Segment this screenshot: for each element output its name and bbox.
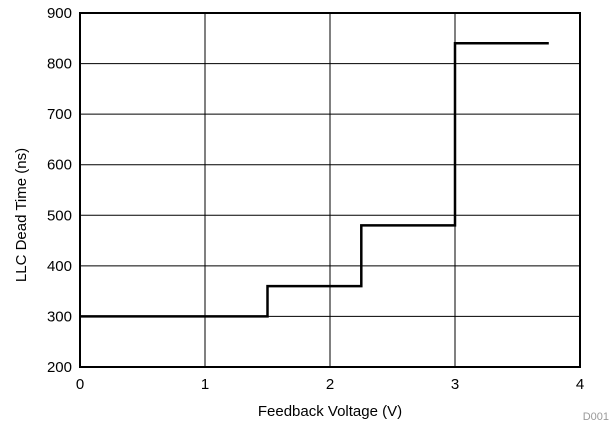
x-axis-title: Feedback Voltage (V): [258, 403, 402, 420]
y-axis-title: LLC Dead Time (ns): [13, 148, 30, 282]
grid-lines: [80, 13, 580, 367]
series-line-0: [80, 42, 549, 318]
figure-id-label: D001: [583, 411, 609, 423]
x-tick-label-0: 0: [76, 376, 84, 393]
x-tick-label-3: 3: [451, 376, 459, 393]
y-tick-label-6: 800: [47, 56, 72, 73]
y-tick-label-1: 300: [47, 308, 72, 325]
x-tick-label-2: 2: [326, 376, 334, 393]
y-tick-label-0: 200: [47, 359, 72, 376]
x-tick-label-4: 4: [576, 376, 584, 393]
plot-frame: [79, 12, 581, 368]
y-tick-label-4: 600: [47, 157, 72, 174]
y-tick-label-5: 700: [47, 106, 72, 123]
y-tick-label-3: 500: [47, 207, 72, 224]
y-tick-labels: 200 300 400 500 600 700 800 900: [47, 5, 72, 376]
x-tick-labels: 0 1 2 3 4: [76, 376, 584, 393]
x-tick-label-1: 1: [201, 376, 209, 393]
y-tick-label-2: 400: [47, 258, 72, 275]
series-group: [80, 42, 549, 318]
y-tick-label-7: 900: [47, 5, 72, 22]
